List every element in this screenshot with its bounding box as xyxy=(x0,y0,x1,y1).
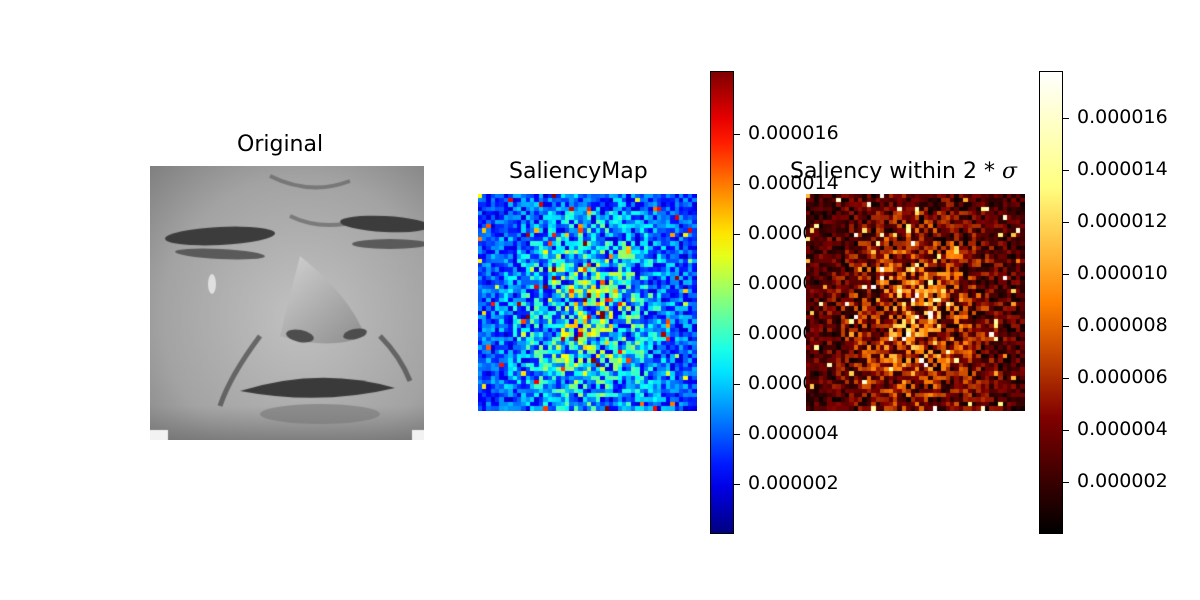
saliency-sigma-colorbar-tick-label: 0.000010 xyxy=(1077,262,1168,284)
saliency-map-heatmap xyxy=(478,194,697,411)
saliency-map-colorbar-tick-label: 0.000002 xyxy=(748,472,839,494)
saliency-sigma-colorbar-tick-label: 0.000016 xyxy=(1077,106,1168,128)
saliency-map-colorbar-tick-mark xyxy=(734,334,740,335)
saliency-sigma-title-symbol: σ xyxy=(1001,159,1018,184)
saliency-map-canvas xyxy=(478,194,697,411)
saliency-sigma-colorbar-tick-label: 0.000002 xyxy=(1077,470,1168,492)
saliency-sigma-colorbar-tick-mark xyxy=(1063,274,1069,275)
saliency-map-colorbar-tick-mark xyxy=(734,384,740,385)
saliency-sigma-colorbar-tick-mark xyxy=(1063,222,1069,223)
saliency-sigma-title: Saliency within 2 * σ xyxy=(790,161,1017,183)
saliency-map-colorbar-tick-label: 0.000016 xyxy=(748,122,839,144)
saliency-sigma-colorbar-tick-mark xyxy=(1063,482,1069,483)
saliency-sigma-colorbar-tick-mark xyxy=(1063,430,1069,431)
saliency-sigma-colorbar-tick-mark xyxy=(1063,326,1069,327)
saliency-map-title: SaliencyMap xyxy=(509,159,648,184)
saliency-sigma-colorbar-tick-mark xyxy=(1063,170,1069,171)
original-title: Original xyxy=(237,132,324,157)
saliency-sigma-canvas xyxy=(806,194,1025,411)
saliency-sigma-colorbar-tick-label: 0.000006 xyxy=(1077,366,1168,388)
saliency-map-colorbar-tick-mark xyxy=(734,484,740,485)
saliency-sigma-colorbar-tick-label: 0.000004 xyxy=(1077,418,1168,440)
saliency-sigma-colorbar xyxy=(1039,71,1063,534)
saliency-map-colorbar-tick-label: 0.000014 xyxy=(748,172,839,194)
saliency-sigma-colorbar-tick-label: 0.000012 xyxy=(1077,210,1168,232)
saliency-sigma-title-operator: * xyxy=(983,159,995,184)
saliency-map-colorbar-tick-mark xyxy=(734,434,740,435)
saliency-map-colorbar-tick-mark xyxy=(734,184,740,185)
saliency-map-colorbar-tick-mark xyxy=(734,134,740,135)
saliency-sigma-colorbar-tick-mark xyxy=(1063,118,1069,119)
saliency-sigma-title-text: Saliency within 2 xyxy=(790,159,977,184)
saliency-map-colorbar xyxy=(710,71,734,534)
saliency-sigma-colorbar-tick-mark xyxy=(1063,378,1069,379)
saliency-sigma-colorbar-tick-label: 0.000008 xyxy=(1077,314,1168,336)
saliency-map-colorbar-tick-label: 0.000004 xyxy=(748,422,839,444)
saliency-sigma-colorbar-tick-label: 0.000014 xyxy=(1077,158,1168,180)
saliency-sigma-heatmap xyxy=(806,194,1025,411)
saliency-map-colorbar-tick-mark xyxy=(734,234,740,235)
saliency-map-colorbar-tick-mark xyxy=(734,284,740,285)
original-face-image xyxy=(150,166,424,440)
face-canvas xyxy=(150,166,424,440)
